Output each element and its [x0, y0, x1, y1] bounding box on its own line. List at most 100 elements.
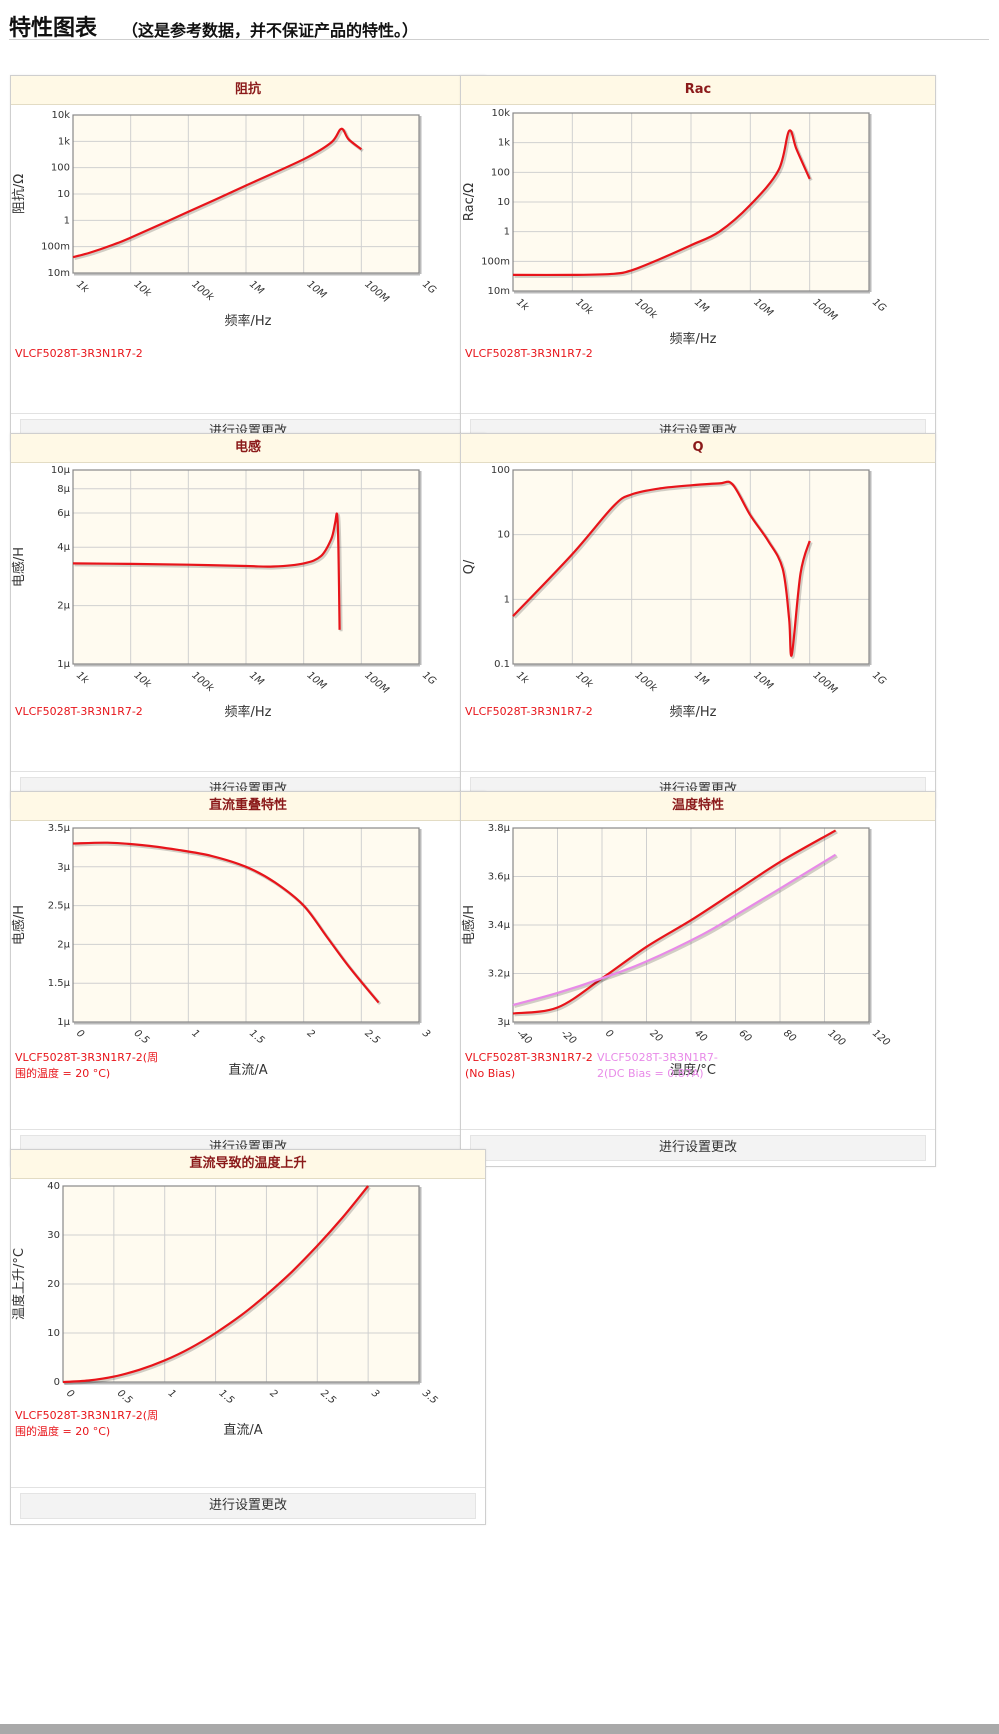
- chart-title: 温度特性: [461, 792, 935, 821]
- chart-legend: VLCF5028T-3R3N1R7-2(周围的温度 = 20 °C): [15, 1408, 485, 1440]
- chart-svg: 1k 10k 100k 1M 10M 100M 1G 10m 100m 1 10 100 1k 10k 频率…: [462, 108, 888, 347]
- y-tick-label: 10k: [491, 108, 510, 119]
- x-tick-label: 2.5: [362, 1028, 381, 1047]
- x-tick-label: 10k: [573, 297, 595, 318]
- y-tick-label: 1: [504, 227, 510, 238]
- x-tick-label: 1k: [514, 670, 531, 687]
- x-tick-label: 10M: [305, 279, 329, 301]
- y-tick-label: 100m: [41, 242, 70, 253]
- x-tick-label: 100M: [811, 670, 840, 696]
- chart-legend: VLCF5028T-3R3N1R7-2: [15, 346, 485, 362]
- y-tick-label: 3.2µ: [488, 969, 511, 980]
- chart-card: Q 1k 10k 100k 1M 10M 100M 1G 0.1 1 10 100 频率/Hz Q/VLC…: [460, 433, 936, 809]
- x-tick-label: 1: [189, 1028, 201, 1041]
- plot-frame: [72, 469, 420, 665]
- x-tick-label: 100k: [633, 670, 660, 695]
- y-tick-label: 2.5µ: [48, 901, 71, 912]
- chart-card: Rac 1k 10k 100k 1M 10M 100M 1G 10m 100m 1 10 100 1k 10…: [460, 75, 936, 451]
- legend-entry: VLCF5028T-3R3N1R7-2(周围的温度 = 20 °C): [15, 1051, 159, 1080]
- x-tick-label: 0.5: [132, 1028, 151, 1047]
- series-line: [512, 829, 837, 1015]
- series-line: [72, 841, 380, 1004]
- plot-frame: [72, 827, 420, 1023]
- y-tick-label: 100: [51, 163, 70, 174]
- legend-entry: VLCF5028T-3R3N1R7-2: [465, 347, 593, 360]
- y-tick-label: 10: [497, 530, 510, 541]
- card-footer: 进行设置更改: [11, 1487, 485, 1524]
- chart-card: 电感 1k 10k 100k 1M 10M 100M 1G 1µ 2µ 4µ 6µ 8µ 10µ 频率/Hz…: [10, 433, 486, 809]
- chart-svg: 1k 10k 100k 1M 10M 100M 1G 1µ 2µ 4µ 6µ 8µ 10µ 频率/Hz 电感…: [11, 465, 438, 720]
- x-tick-label: 3.5: [420, 1388, 439, 1407]
- x-tick-label: 100k: [633, 297, 660, 322]
- x-tick-label: 100M: [811, 297, 840, 323]
- x-tick-label: 3: [420, 1028, 432, 1041]
- series-line: [512, 129, 811, 277]
- chart-card: 直流导致的温度上升 0 0.5 1 1.5 2 2.5 3 3.5 0 10 20 30 40 直流/A 温度…: [10, 1149, 486, 1525]
- y-tick-label: 1k: [498, 138, 510, 149]
- plot-frame: [512, 827, 870, 1023]
- y-tick-label: 1: [64, 215, 70, 226]
- legend-entry: VLCF5028T-3R3N1R7-2 (No Bias): [465, 1051, 593, 1080]
- x-axis-label: 直流/A: [223, 1423, 262, 1438]
- x-tick-label: 10k: [573, 670, 595, 691]
- y-axis-label: 电感/H: [11, 905, 27, 945]
- y-tick-label: 0: [54, 1377, 60, 1388]
- y-tick-label: 1µ: [57, 1017, 70, 1028]
- chart-card: 阻抗 1k 10k 100k 1M 10M 100M 1G 10m 100m 1 10 100 1k 10k…: [10, 75, 486, 451]
- x-tick-label: 1.5: [247, 1028, 266, 1047]
- x-tick-label: 1M: [692, 670, 711, 688]
- x-tick-label: 3: [369, 1388, 381, 1401]
- y-tick-label: 10m: [488, 286, 510, 297]
- legend-entry: VLCF5028T-3R3N1R7-2(DC Bias = 0.87A): [597, 1051, 718, 1080]
- x-tick-label: 0.5: [115, 1388, 134, 1407]
- y-axis-label: 温度上升/°C: [11, 1248, 27, 1320]
- x-tick-label: 100M: [362, 670, 391, 696]
- y-tick-label: 1: [504, 594, 510, 605]
- x-tick-label: 1G: [420, 279, 438, 297]
- y-axis-label: 阻抗/Ω: [12, 174, 27, 214]
- x-tick-label: -40: [514, 1028, 534, 1047]
- y-tick-label: 10: [497, 197, 510, 208]
- y-tick-label: 10m: [48, 268, 70, 279]
- y-tick-label: 6µ: [57, 508, 70, 519]
- settings-change-button[interactable]: 进行设置更改: [470, 1135, 926, 1161]
- series-line: [512, 480, 811, 657]
- chart-svg: 0 0.5 1 1.5 2 2.5 3 3.5 0 10 20 30 40 直流/A 温度上升/°C: [11, 1181, 439, 1438]
- chart-title: Rac: [461, 76, 935, 105]
- x-tick-label: 100: [826, 1028, 848, 1049]
- plot-frame: [512, 112, 870, 292]
- y-axis-label: 电感/H: [461, 905, 477, 945]
- y-tick-label: 100: [491, 465, 510, 476]
- x-tick-label: 10k: [132, 279, 154, 300]
- plot-frame: [72, 114, 420, 274]
- x-tick-label: 1M: [247, 670, 266, 688]
- settings-change-button[interactable]: 进行设置更改: [20, 1493, 476, 1519]
- y-tick-label: 30: [47, 1230, 60, 1241]
- x-tick-label: 2: [268, 1388, 280, 1401]
- y-tick-label: 40: [47, 1181, 60, 1192]
- card-footer: 进行设置更改: [461, 1129, 935, 1166]
- y-tick-label: 2µ: [57, 939, 70, 950]
- y-tick-label: 3.5µ: [48, 823, 71, 834]
- x-tick-label: 40: [692, 1028, 709, 1045]
- x-tick-label: 100k: [189, 670, 216, 695]
- x-tick-label: 10M: [751, 297, 775, 319]
- x-tick-label: 10M: [751, 670, 775, 692]
- x-axis-label: 频率/Hz: [670, 331, 717, 347]
- y-tick-label: 3µ: [57, 862, 70, 873]
- legend-entry: VLCF5028T-3R3N1R7-2: [465, 705, 593, 718]
- x-axis-label: 直流/A: [228, 1063, 267, 1078]
- x-tick-label: 1G: [420, 670, 438, 688]
- page-title: 特性图表: [9, 16, 98, 41]
- x-tick-label: 2: [305, 1028, 317, 1041]
- x-tick-label: 1G: [870, 297, 888, 315]
- y-tick-label: 1.5µ: [48, 978, 71, 989]
- y-axis-label: Rac/Ω: [462, 183, 477, 221]
- x-tick-label: 1M: [247, 279, 266, 297]
- chart-title: 阻抗: [11, 76, 485, 105]
- y-tick-label: 3.8µ: [488, 823, 511, 834]
- x-tick-label: 1k: [74, 279, 91, 296]
- x-axis-label: 频率/Hz: [225, 313, 272, 329]
- x-tick-label: 1.5: [217, 1388, 236, 1407]
- y-tick-label: 20: [47, 1279, 60, 1290]
